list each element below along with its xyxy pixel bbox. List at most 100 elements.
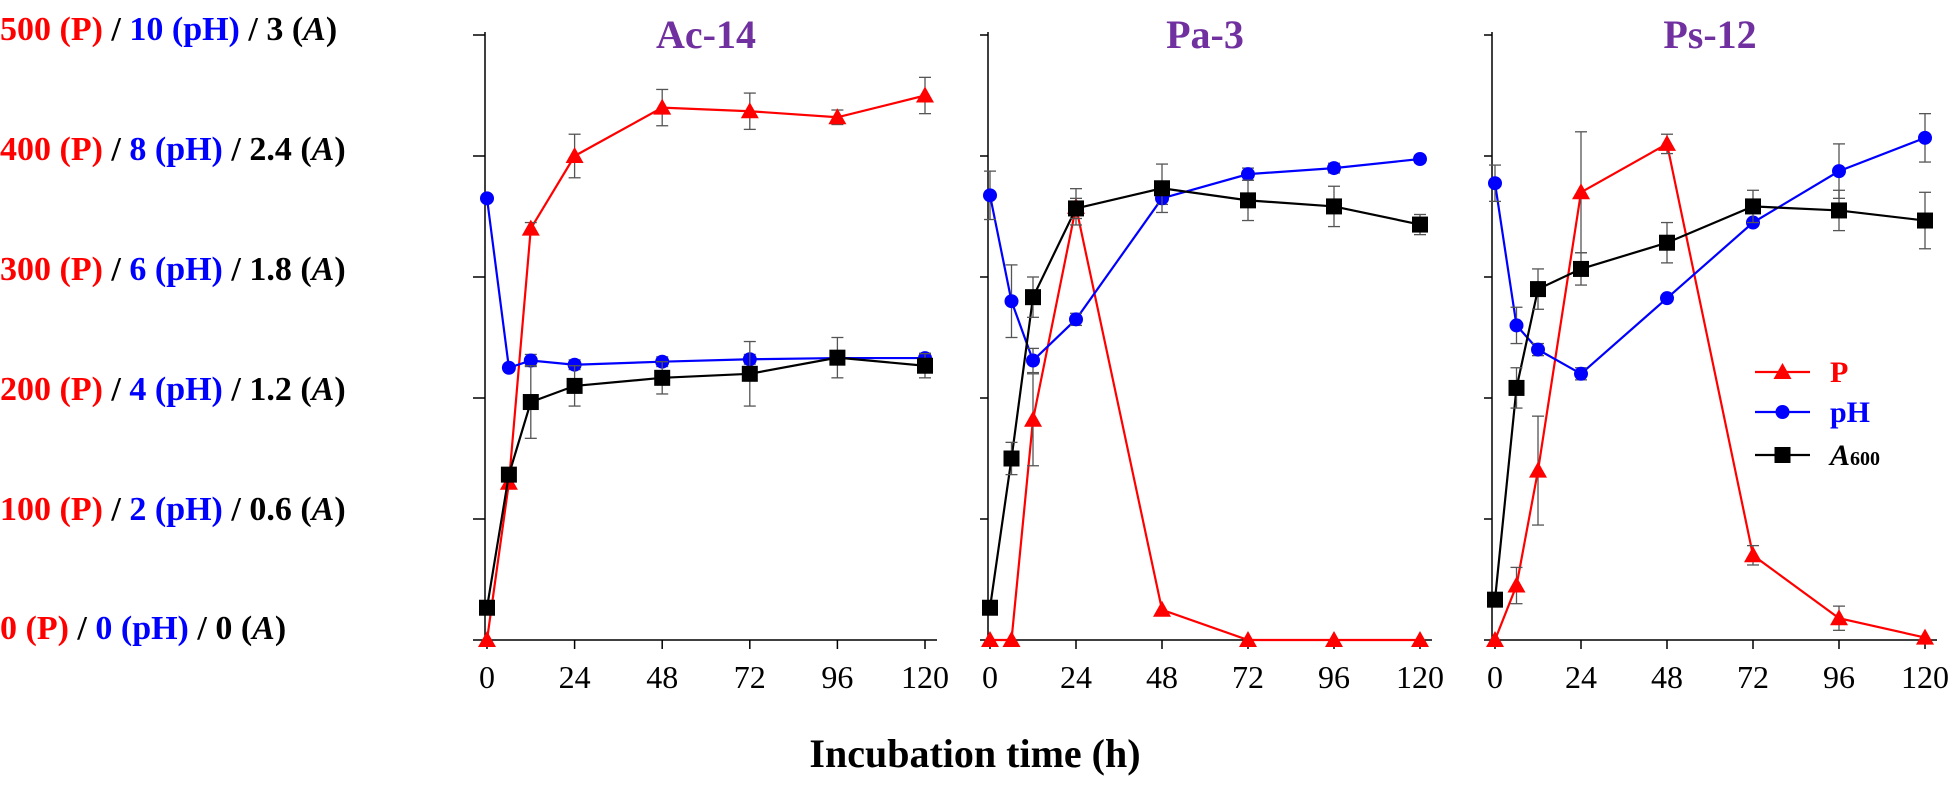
legend-marker: [1775, 405, 1790, 419]
data-point-p: [653, 98, 672, 115]
data-point-ph: [1026, 353, 1040, 368]
x-tick-label: 120: [1396, 659, 1444, 695]
data-point-p: [1002, 631, 1021, 647]
series-line-ph: [988, 157, 1421, 363]
data-point-a600: [829, 349, 846, 366]
data-point-ph: [1509, 318, 1524, 333]
data-point-ph: [1327, 161, 1341, 176]
x-tick-label: 96: [1318, 659, 1350, 695]
y-label-p: 200 (P): [0, 371, 103, 408]
x-tick-label: 72: [734, 659, 766, 695]
data-point-ph: [567, 357, 582, 372]
y-label-a-num: 0: [215, 610, 233, 647]
y-label-a: 0.6 (A): [249, 491, 346, 528]
y-label-a-unit: A: [252, 610, 275, 647]
data-point-p: [1486, 631, 1504, 647]
data-point-p: [1744, 546, 1762, 563]
x-tick-label: 48: [1651, 659, 1683, 695]
y-label-ph: 4 (pH): [129, 371, 223, 408]
y-label-a: 0 (A): [215, 610, 287, 647]
y-label-sep: /: [111, 251, 121, 288]
data-point-ph: [1574, 366, 1588, 381]
data-point-a600: [522, 394, 539, 411]
data-point-ph: [501, 360, 516, 375]
data-point-p: [981, 631, 999, 647]
y-label-a-unit: A: [311, 371, 335, 408]
y-label-sep: /: [231, 251, 241, 288]
legend-item-p: P: [1755, 356, 1848, 389]
data-point-p: [1325, 631, 1343, 647]
legend-label: P: [1830, 356, 1848, 389]
y-label-sep: /: [111, 131, 121, 168]
data-point-ph: [480, 191, 494, 206]
data-point-p: [828, 108, 847, 125]
y-label-p: 400 (P): [0, 131, 103, 168]
data-point-a600: [1573, 260, 1589, 277]
data-point-p: [478, 631, 496, 647]
y-label-a-unit: A: [311, 251, 335, 288]
data-point-a600: [1831, 202, 1847, 219]
y-label-a-num: 3: [266, 11, 284, 48]
data-point-a600: [1412, 216, 1428, 233]
y-label-row: 300 (P) / 6 (pH) / 1.8 (A): [0, 250, 470, 290]
data-point-p: [1529, 461, 1547, 478]
y-label-a: 2.4 (A): [249, 131, 346, 168]
y-label-sep: /: [248, 11, 258, 48]
data-point-ph: [1241, 167, 1255, 182]
x-tick-label: 72: [1737, 659, 1769, 695]
y-label-a: 1.8 (A): [249, 251, 346, 288]
legend-item-ph: pH: [1755, 396, 1870, 429]
series-line-ph: [485, 198, 925, 370]
y-label-ph: 6 (pH): [129, 251, 223, 288]
y-label-sep: /: [197, 610, 207, 647]
legend-marker: [1774, 447, 1791, 463]
y-label-sep: /: [231, 371, 241, 408]
y-label-a-num: 2.4: [249, 131, 292, 168]
x-tick-label: 96: [821, 659, 853, 695]
y-label-row: 0 (P) / 0 (pH) / 0 (A): [0, 609, 470, 649]
data-point-p: [1024, 410, 1042, 427]
data-point-ph: [1660, 291, 1674, 306]
y-label-a: 3 (A): [266, 11, 338, 48]
data-point-ph: [1004, 294, 1019, 309]
x-tick-label: 48: [646, 659, 678, 695]
data-point-a600: [917, 357, 933, 374]
legend: PpH A600: [1755, 356, 1880, 472]
y-label-sep: /: [111, 11, 121, 48]
chart-panel: 0 24 48 72 96 120 Ac-14: [473, 12, 949, 695]
y-label-sep: /: [231, 491, 241, 528]
data-point-p: [740, 102, 759, 119]
data-point-p: [1239, 631, 1257, 647]
y-label-a-unit: A: [311, 131, 335, 168]
data-point-ph: [983, 188, 997, 203]
y-label-row: 400 (P) / 8 (pH) / 2.4 (A): [0, 130, 470, 170]
data-point-ph: [1832, 164, 1846, 179]
legend-label-a: A: [1828, 439, 1850, 472]
y-label-ph: 10 (pH): [129, 11, 240, 48]
x-tick-label: 0: [982, 659, 998, 695]
data-point-a600: [1326, 198, 1342, 215]
series-line-p: [1493, 142, 1926, 641]
y-label-sep: /: [111, 371, 121, 408]
data-point-a600: [566, 377, 583, 394]
data-point-a600: [982, 599, 998, 616]
y-label-row: 200 (P) / 4 (pH) / 1.2 (A): [0, 370, 470, 410]
data-point-a600: [1003, 450, 1020, 467]
data-point-ph: [1488, 176, 1502, 191]
data-point-p: [1153, 600, 1171, 617]
x-tick-label: 120: [1901, 659, 1949, 695]
x-tick-label: 96: [1823, 659, 1855, 695]
y-label-a-num: 0.6: [249, 491, 292, 528]
x-tick-label: 120: [901, 659, 949, 695]
data-point-ph: [1531, 342, 1545, 357]
y-label-a: 1.2 (A): [249, 371, 346, 408]
data-point-p: [1916, 628, 1934, 645]
legend-item-a600: A600: [1755, 439, 1880, 472]
series-line-a600: [988, 187, 1421, 608]
panel-title: Ps-12: [1663, 12, 1756, 57]
y-label-sep: /: [231, 131, 241, 168]
data-point-p: [1572, 183, 1590, 200]
y-label-a-unit: A: [311, 491, 335, 528]
y-label-p: 0 (P): [0, 610, 69, 647]
